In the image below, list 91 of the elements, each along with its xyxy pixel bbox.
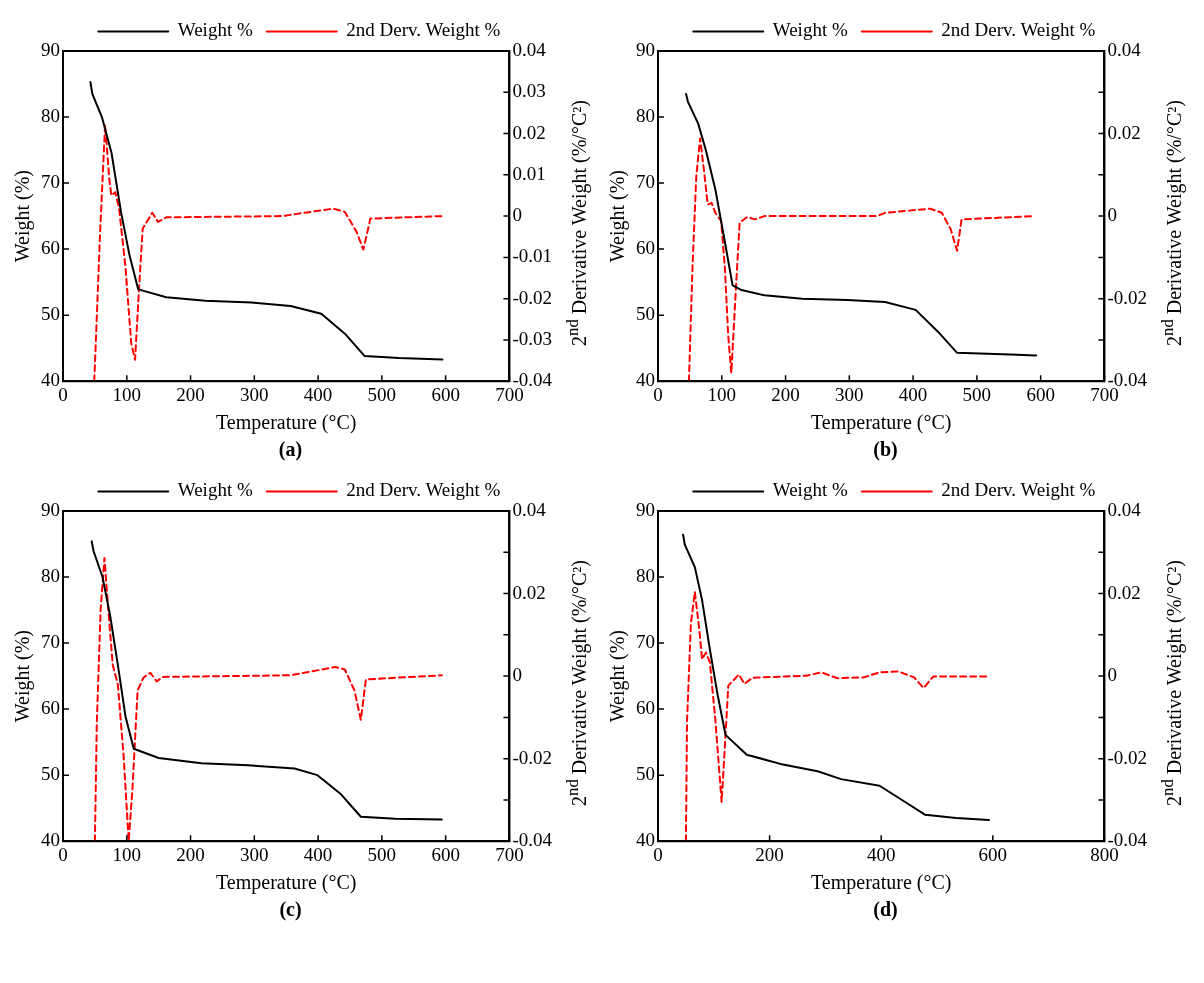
x-axis-title: Temperature (°C) [216,871,357,895]
x-axis-title: Temperature (°C) [811,411,952,435]
y-tick-label: 70 [636,631,655,653]
y2-tick-label: 0 [512,204,522,226]
y-tick-label: 90 [636,498,655,520]
y-tick-label: 90 [41,498,60,520]
x-tick-label: 600 [431,383,460,405]
x-tick-label: 0 [58,383,68,405]
y-tick-label: 60 [41,237,60,259]
legend-label: Weight % [177,19,253,41]
y2-tick-label: 0.04 [1107,498,1142,520]
y-tick-label: 70 [636,171,655,193]
x-tick-label: 600 [1026,383,1055,405]
x-tick-label: 0 [653,383,663,405]
y2-tick-label: 0 [1107,204,1117,226]
y-tick-label: 40 [636,829,655,851]
y-tick-label: 50 [41,303,60,325]
x-tick-label: 500 [367,383,397,405]
y2-tick-label: -0.02 [1107,286,1147,308]
y-tick-label: 80 [636,105,655,127]
legend-label: Weight % [772,19,848,41]
x-tick-label: 300 [240,843,269,865]
line-series [93,123,444,382]
legend-label: Weight % [772,479,848,501]
y-tick-label: 40 [636,369,655,391]
y2-tick-label: -0.02 [512,286,552,308]
x-tick-label: 0 [58,843,68,865]
legend-label: 2nd Derv. Weight % [941,19,1096,41]
x-tick-label: 400 [898,383,928,405]
legend-label: 2nd Derv. Weight % [346,19,501,41]
y-axis-title: Weight (%) [11,629,35,723]
y-tick-label: 50 [41,763,60,785]
x-axis-title: Temperature (°C) [216,411,357,435]
y-axis-title: Weight (%) [606,169,630,263]
x-tick-label: 600 [431,843,460,865]
legend-label: Weight % [177,479,253,501]
y-tick-label: 80 [41,565,60,587]
y2-tick-label: 0.02 [512,121,546,143]
x-tick-label: 600 [978,843,1008,865]
y-tick-label: 70 [41,631,60,653]
x-tick-label: 400 [303,383,333,405]
y2-tick-label: 0.03 [512,80,546,102]
y2-tick-label: -0.03 [512,327,552,349]
x-tick-label: 100 [112,843,142,865]
y2-tick-label: -0.02 [512,746,552,768]
x-tick-label: 500 [962,383,992,405]
y-tick-label: 90 [41,38,60,60]
y2-tick-label: 0.04 [512,38,547,60]
y2-tick-label: 0 [512,664,522,686]
x-axis-title: Temperature (°C) [811,871,952,895]
y-tick-label: 90 [636,38,655,60]
y-tick-label: 80 [41,105,60,127]
x-tick-label: 500 [367,843,397,865]
text: (b) [872,438,899,461]
y-axis-title: Weight (%) [11,169,35,263]
y2-tick-label: -0.01 [512,245,552,267]
x-tick-label: 100 [112,383,142,405]
legend-label: 2nd Derv. Weight % [346,479,501,501]
x-tick-label: 300 [835,383,864,405]
line-series [684,590,989,842]
text: (a) [277,438,304,461]
y2-tick-label: 0.04 [512,498,547,520]
x-tick-label: 200 [176,843,205,865]
y2-tick-label: 0.02 [1107,121,1141,143]
y-tick-label: 40 [41,829,60,851]
y2-tick-label: 0.04 [1107,38,1142,60]
text: (c) [278,898,303,921]
x-tick-label: 200 [771,383,800,405]
y-tick-label: 60 [41,697,60,719]
y-tick-label: 70 [41,171,60,193]
x-tick-label: 200 [176,383,205,405]
x-tick-label: 300 [240,383,269,405]
y2-tick-label: 0.02 [512,581,546,603]
y2-tick-label: 0.01 [512,162,546,184]
y-tick-label: 80 [636,565,655,587]
x-tick-label: 200 [755,843,784,865]
y-tick-label: 60 [636,697,655,719]
legend-label: 2nd Derv. Weight % [941,479,1096,501]
y2-tick-label: -0.02 [1107,746,1147,768]
y-tick-label: 60 [636,237,655,259]
x-tick-label: 400 [303,843,333,865]
text: (d) [872,898,899,921]
y-tick-label: 40 [41,369,60,391]
y2-tick-label: 0 [1107,664,1117,686]
y-axis-title: Weight (%) [606,629,630,723]
y2-tick-label: 0.02 [1107,581,1141,603]
x-tick-label: 0 [653,843,663,865]
x-tick-label: 100 [707,383,737,405]
y-tick-label: 50 [636,303,655,325]
x-tick-label: 400 [866,843,896,865]
y-tick-label: 50 [636,763,655,785]
